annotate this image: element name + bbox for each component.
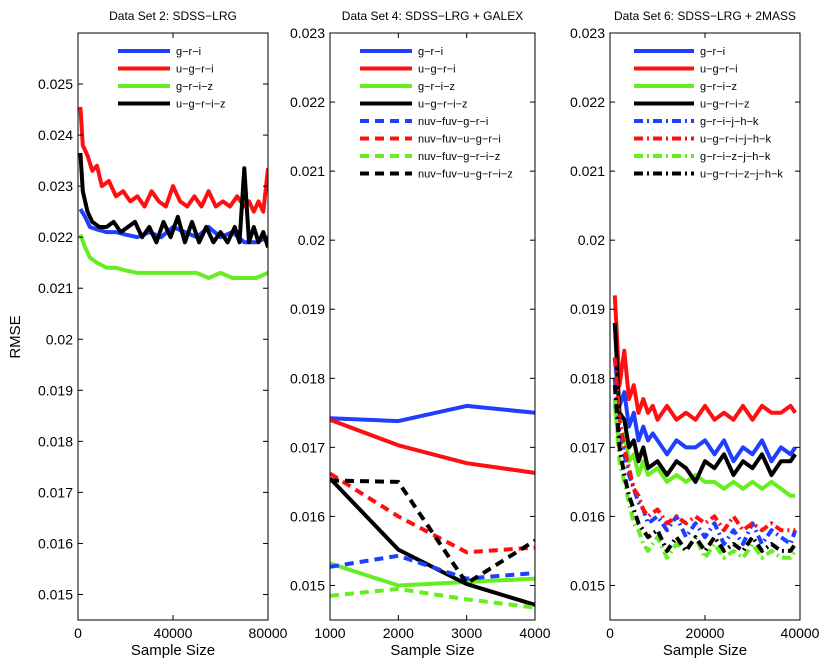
- legend-label: u−g−r−i−z: [176, 99, 226, 111]
- series-line-2: [330, 417, 535, 475]
- series-line-4: [78, 152, 268, 248]
- series-line-8: [330, 478, 535, 586]
- legend-label: u−g−r−i: [418, 64, 456, 76]
- x-tick-label: 80000: [249, 625, 288, 641]
- y-tick-label: 0.023: [290, 25, 325, 41]
- series-group: [612, 295, 798, 560]
- y-tick-label: 0.019: [570, 301, 605, 317]
- x-tick-label: 40000: [154, 625, 193, 641]
- y-tick-label: 0.023: [38, 178, 73, 194]
- legend: g−r−i u−g−r−i g−r−i−z u−g−r−i−z g−r−i−j−h−k u…: [634, 46, 783, 181]
- y-tick-label: 0.021: [290, 163, 325, 179]
- x-tick-label: 20000: [686, 625, 725, 641]
- x-axis-label: Sample Size: [131, 642, 215, 659]
- series-line-1: [612, 357, 797, 464]
- y-tick-label: 0.015: [570, 577, 605, 593]
- y-tick-label: 0.018: [570, 370, 605, 386]
- series-group: [330, 403, 535, 610]
- series-line-7: [330, 586, 535, 610]
- plot-frame: [329, 32, 536, 621]
- legend-label: g−r−i−z: [418, 81, 455, 93]
- legend-label: nuv−fuv−u−g−r−i: [418, 134, 501, 146]
- chart-title: Data Set 2: SDSS−LRG: [109, 9, 237, 23]
- y-tick-label: 0.022: [38, 229, 73, 245]
- y-tick-label: 0.02: [298, 232, 325, 248]
- y-tick-label: 0.018: [38, 433, 73, 449]
- legend-label: g−r−i: [418, 46, 443, 58]
- legend-label: u−g−r−i: [176, 64, 214, 76]
- series-line-2: [78, 106, 268, 214]
- y-tick-label: 0.018: [290, 370, 325, 386]
- legend-label: g−r−i: [176, 46, 201, 58]
- x-tick-label: 40000: [781, 625, 820, 641]
- legend: g−r−i u−g−r−i g−r−i−z u−g−r−i−z: [118, 46, 226, 111]
- series-line-3: [330, 561, 535, 588]
- plot-frame: [77, 32, 269, 621]
- legend-label: g−r−i−j−h−k: [700, 116, 759, 128]
- y-tick-label: 0.024: [38, 127, 73, 143]
- x-tick-label: 1000: [314, 625, 345, 641]
- y-tick-label: 0.022: [290, 94, 325, 110]
- y-tick-label: 0.015: [290, 577, 325, 593]
- y-tick-label: 0.015: [38, 586, 73, 602]
- legend: g−r−i u−g−r−i g−r−i−z u−g−r−i−z nuv−fuv−g−r−…: [360, 46, 513, 181]
- chart-title: Data Set 6: SDSS−LRG + 2MASS: [614, 9, 796, 23]
- chart-panel-2: Data Set 4: SDSS−LRG + GALEX 0.015 0.016 0.…: [290, 9, 551, 659]
- chart-title: Data Set 4: SDSS−LRG + GALEX: [342, 9, 523, 23]
- x-tick-label: 3000: [451, 625, 482, 641]
- y-tick-label: 0.017: [290, 439, 325, 455]
- y-tick-label: 0.022: [570, 94, 605, 110]
- y-tick-label: 0.016: [570, 508, 605, 524]
- y-tick-label: 0.019: [38, 382, 73, 398]
- x-axis-label: Sample Size: [390, 642, 474, 659]
- x-tick-label: 2000: [383, 625, 414, 641]
- chart-panel-1: Data Set 2: SDSS−LRG 0.015 0.016 0.017 0.018…: [38, 9, 288, 659]
- series-line-4: [612, 322, 797, 484]
- y-tick-label: 0.021: [38, 280, 73, 296]
- y-tick-label: 0.017: [570, 439, 605, 455]
- y-axis-label: RMSE: [7, 315, 24, 358]
- y-tick-label: 0.025: [38, 76, 73, 92]
- series-line-1: [330, 403, 535, 424]
- legend-label: g−r−i−z−j−h−k: [700, 151, 771, 163]
- series-line-3: [78, 233, 268, 280]
- y-tick-label: 0.021: [570, 163, 605, 179]
- legend-label: u−g−r−i: [700, 64, 738, 76]
- x-tick-label: 0: [74, 625, 82, 641]
- series-line-2: [612, 295, 797, 422]
- series-group: [78, 106, 268, 280]
- legend-label: nuv−fuv−u−g−r−i−z: [418, 169, 513, 181]
- legend-label: g−r−i: [700, 46, 725, 58]
- y-tick-label: 0.017: [38, 484, 73, 500]
- series-line-6: [612, 357, 796, 533]
- legend-label: nuv−fuv−g−r−i: [418, 116, 488, 128]
- x-axis-label: Sample Size: [663, 642, 747, 659]
- legend-label: g−r−i−z: [176, 81, 213, 93]
- y-tick-label: 0.023: [570, 25, 605, 41]
- legend-label: nuv−fuv−g−r−i−z: [418, 151, 500, 163]
- legend-label: u−g−r−i−j−h−k: [700, 134, 771, 146]
- y-tick-label: 0.02: [578, 232, 605, 248]
- x-tick-label: 0: [606, 625, 614, 641]
- chart-panel-3: Data Set 6: SDSS−LRG + 2MASS 0.015 0.016 0.…: [570, 9, 820, 659]
- y-tick-label: 0.019: [290, 301, 325, 317]
- legend-label: u−g−r−i−z: [700, 99, 750, 111]
- series-line-5: [330, 553, 535, 581]
- y-tick-label: 0.016: [38, 535, 73, 551]
- y-tick-label: 0.016: [290, 508, 325, 524]
- series-line-4: [330, 477, 535, 607]
- series-line-8: [612, 385, 797, 553]
- x-tick-label: 4000: [519, 625, 550, 641]
- legend-label: u−g−r−i−z: [418, 99, 468, 111]
- legend-label: u−g−r−i−z−j−h−k: [700, 169, 783, 181]
- y-tick-label: 0.02: [46, 331, 73, 347]
- legend-label: g−r−i−z: [700, 81, 737, 93]
